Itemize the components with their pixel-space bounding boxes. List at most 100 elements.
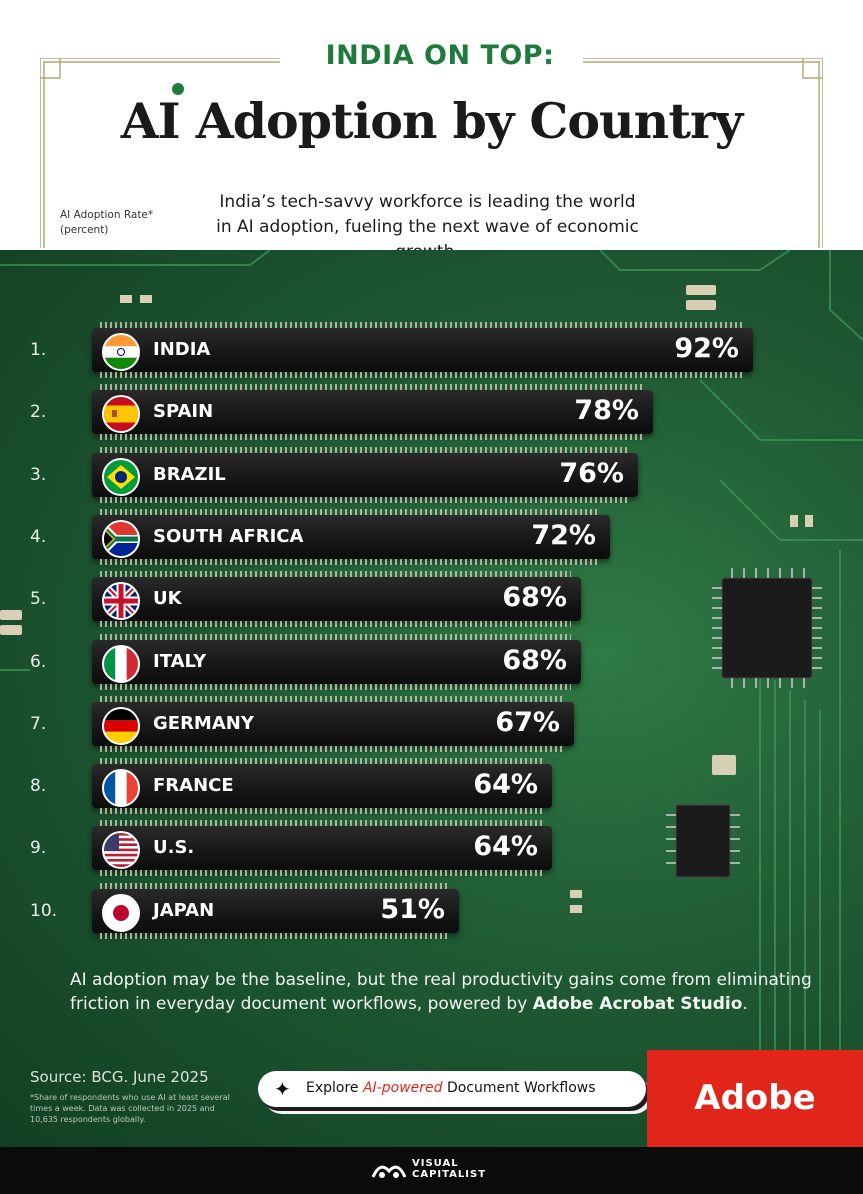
country-label: SOUTH AFRICA (153, 525, 304, 547)
cta-label-start: Explore (306, 1080, 363, 1096)
value-label: 64% (473, 769, 538, 801)
cta-label: Explore AI-powered Document Workflows (306, 1080, 596, 1096)
circuit-traces (0, 250, 863, 1147)
cta-label-end: Document Workflows (442, 1080, 596, 1096)
sparkle-icon: ✦ (274, 1077, 291, 1101)
footer-text-end: . (742, 994, 748, 1014)
chart-subtitle: INDIA ON TOP: (300, 40, 580, 71)
chip-pins-decoration (100, 372, 743, 378)
value-label: 64% (473, 831, 538, 863)
chip-pins-decoration (100, 870, 542, 877)
chip-pins-decoration (100, 758, 542, 765)
axis-note-line1: AI Adoption Rate* (60, 209, 154, 221)
chart-description: India’s tech-savvy workforce is leading … (216, 192, 639, 262)
value-label: 67% (495, 706, 560, 738)
country-label: FRANCE (153, 775, 234, 797)
footer-text: AI adoption may be the baseline, but the… (70, 968, 830, 1016)
vc-line1: VISUAL (412, 1158, 459, 1169)
value-label: 68% (502, 644, 567, 676)
bar-italy: ITALY 68% (92, 633, 581, 690)
chip-pins-decoration (100, 683, 571, 690)
chip-pins-decoration (100, 571, 571, 578)
uk-flag-icon (102, 582, 140, 621)
bar-u-s: U.S. 64% (92, 820, 552, 877)
explore-workflows-button[interactable]: ✦ Explore AI-powered Document Workflows (258, 1071, 646, 1107)
india-flag-icon (102, 333, 140, 371)
source-text: Source: BCG. June 2025 (30, 1068, 209, 1086)
bottom-bar (0, 1147, 863, 1194)
rank-label: 10. (30, 900, 58, 921)
country-label: GERMANY (153, 712, 254, 734)
japan-flag-icon (102, 893, 140, 932)
chip-pins-decoration (100, 508, 600, 515)
chip-pins-decoration (100, 558, 600, 565)
rank-label: 2. (30, 402, 47, 423)
country-label: UK (153, 588, 182, 610)
adobe-logo-box: Adobe (647, 1050, 863, 1147)
cta-label-highlight: AI-powered (362, 1080, 443, 1096)
value-label: 68% (502, 582, 567, 614)
chip-pins-decoration (100, 745, 564, 752)
bar-brazil: BRAZIL 76% (92, 446, 638, 503)
bar-japan: JAPAN 51% (92, 882, 459, 939)
chip-pins-decoration (100, 446, 628, 453)
visual-capitalist-logo-text: VISUAL CAPITALIST (412, 1158, 486, 1180)
chip-pins-decoration (100, 496, 628, 503)
chip-pins-decoration (100, 322, 743, 328)
axis-note-line2: (percent) (60, 224, 109, 236)
germany-flag-icon (102, 706, 140, 745)
france-flag-icon (102, 769, 140, 808)
chip-pins-decoration (100, 932, 449, 939)
adobe-logo: Adobe (694, 1078, 816, 1118)
brazil-flag-icon (102, 457, 140, 496)
rank-label: 6. (30, 651, 47, 672)
chip-pins-decoration (100, 808, 542, 815)
country-label: ITALY (153, 650, 207, 672)
chip-pins-decoration (100, 820, 542, 827)
bar-india: INDIA 92% (92, 322, 753, 378)
south-africa-flag-icon (102, 519, 140, 558)
visual-capitalist-logo-icon (371, 1165, 407, 1178)
country-label: BRAZIL (153, 463, 226, 485)
footnote-text: *Share of respondents who use AI at leas… (30, 1093, 230, 1124)
chip-pins-decoration (100, 882, 449, 889)
spain-flag-icon (102, 395, 140, 434)
country-label: SPAIN (153, 401, 214, 423)
value-label: 92% (674, 333, 739, 364)
footer-text-main: AI adoption may be the baseline, but the… (70, 970, 812, 1014)
bar-spain: SPAIN 78% (92, 384, 653, 441)
rank-label: 3. (30, 464, 47, 485)
chip-icon (712, 568, 822, 688)
chip-pins-decoration (100, 695, 564, 702)
country-label: U.S. (153, 837, 195, 859)
value-label: 72% (531, 519, 596, 551)
rank-label: 4. (30, 526, 47, 547)
bar-south-africa: SOUTH AFRICA 72% (92, 508, 610, 565)
rank-label: 7. (30, 713, 47, 734)
vc-line2: CAPITALIST (412, 1169, 487, 1180)
rank-label: 1. (30, 340, 47, 360)
value-label: 78% (574, 395, 639, 427)
value-label: 51% (380, 893, 445, 925)
us-flag-icon (102, 831, 140, 870)
axis-note: AI Adoption Rate* (percent) (60, 208, 200, 238)
small-chip-icon (666, 804, 740, 878)
bar-germany: GERMANY 67% (92, 695, 574, 752)
country-label: INDIA (153, 339, 211, 360)
italy-flag-icon (102, 644, 140, 683)
title-dot-decoration (172, 83, 184, 95)
chip-pins-decoration (100, 621, 571, 628)
bar-uk: UK 68% (92, 571, 581, 628)
footer-text-brand: Adobe Acrobat Studio (532, 994, 743, 1014)
rank-label: 9. (30, 838, 47, 859)
chart-title: AI Adoption by Country (120, 92, 743, 150)
chip-pins-decoration (100, 384, 643, 391)
rank-label: 8. (30, 776, 47, 797)
value-label: 76% (559, 457, 624, 489)
rank-label: 5. (30, 589, 47, 610)
bar-france: FRANCE 64% (92, 758, 552, 815)
chip-pins-decoration (100, 434, 643, 441)
chip-pins-decoration (100, 633, 571, 640)
